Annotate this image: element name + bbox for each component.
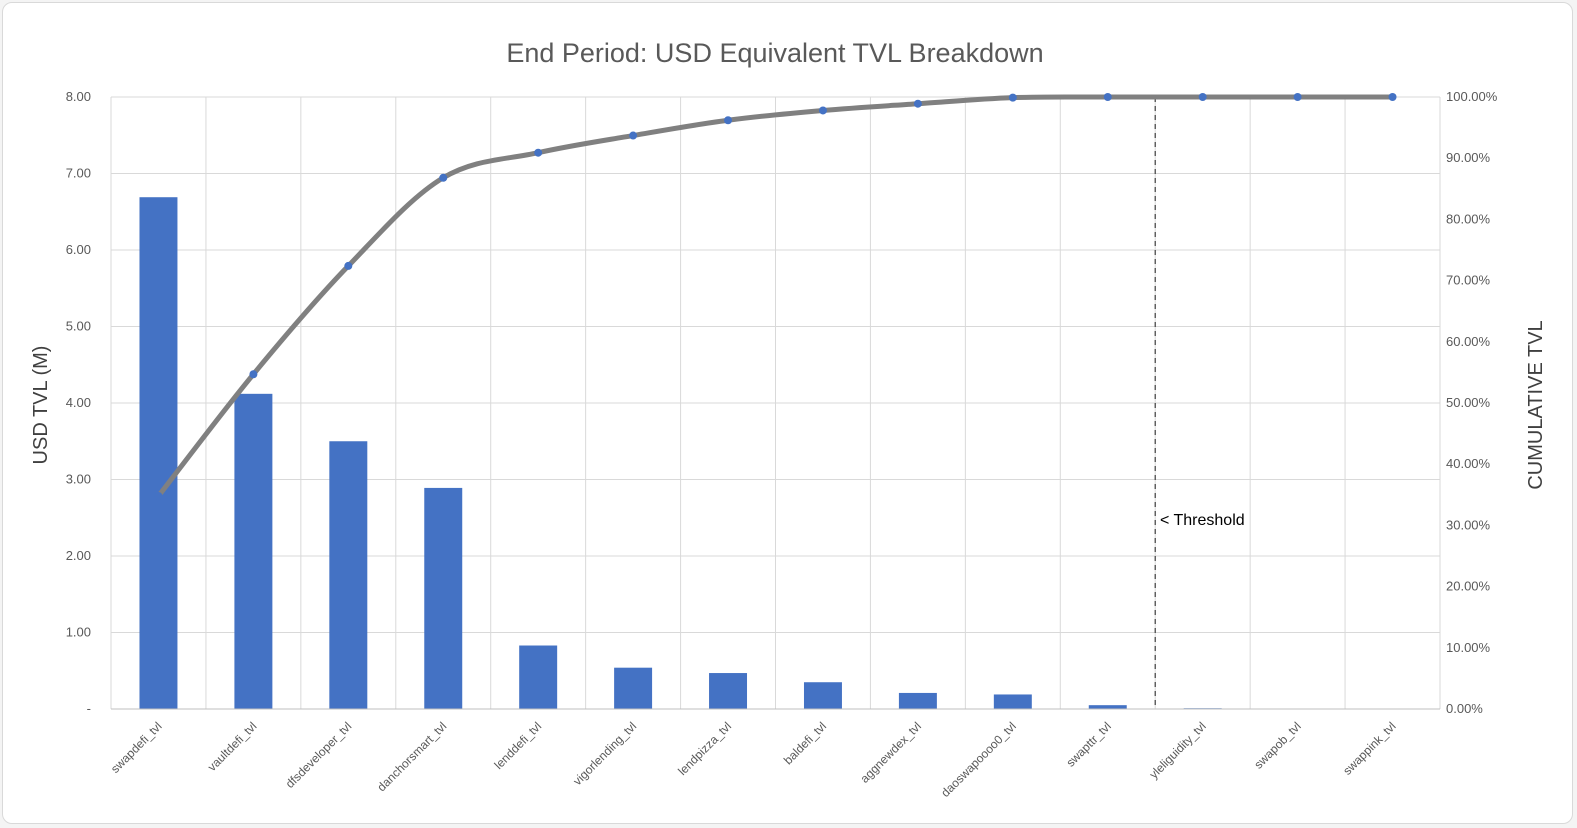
y2-tick-label: 50.00% [1446,395,1491,410]
x-tick-label: swapob_tvl [1251,719,1303,771]
cumulative-point [154,492,163,501]
x-tick-label: baldefi_tvl [781,719,829,767]
bar [424,487,463,709]
cumulative-point [1103,93,1112,101]
y2-axis-title: CUMULATIVE TVL [1525,320,1547,489]
cumulative-point [1293,93,1302,101]
bar [139,197,178,709]
y2-tick-label: 80.00% [1446,211,1491,226]
y-tick-label: 4.00 [66,395,91,410]
cumulative-point [724,116,733,125]
x-tick-label: lendpizza_tvl [675,719,734,778]
bar [709,673,748,709]
chart-title: End Period: USD Equivalent TVL Breakdown [506,38,1043,68]
bar [519,645,558,709]
bar [329,441,368,709]
bar [614,667,653,709]
cumulative-point [1198,93,1207,101]
y-axis-title: USD TVL (M) [30,346,52,465]
bar [234,393,273,709]
x-tick-label: danchorsmart_tvl [374,719,449,794]
cumulative-point [249,370,258,379]
y2-tick-label: 70.00% [1446,273,1491,288]
y-tick-label: 5.00 [66,319,91,334]
cumulative-point [913,99,922,108]
x-tick-label: aggnewdex_tvl [858,719,925,786]
cumulative-point [818,106,827,115]
bar [1088,705,1127,709]
gridlines [110,96,1441,710]
y2-tick-label: 10.00% [1446,640,1491,655]
x-tick-label: vaultdefi_tvl [205,719,260,774]
y2-tick-label: 100.00% [1446,89,1498,104]
cumulative-point [439,173,448,182]
y2-tick-label: 60.00% [1446,334,1491,349]
cumulative-point [344,261,353,270]
y2-tick-label: 90.00% [1446,150,1491,165]
y-tick-label: 8.00 [66,89,91,104]
y2-tick-label: 20.00% [1446,579,1491,594]
y-tick-label: 6.00 [66,242,91,257]
y2-tick-label: 0.00% [1446,701,1483,716]
y2-tick-label: 40.00% [1446,456,1491,471]
y-tick-label: 1.00 [66,625,91,640]
pareto-chart: USD TVL (M) CUMULATIVE TVL < Threshold -… [30,38,1547,800]
bar [898,692,937,709]
y-tick-label: - [87,701,91,716]
bar [803,682,842,709]
x-tick-label: swapdefi_tvl [108,719,165,776]
x-tick-label: swapttr_tvl [1063,719,1113,769]
y-tick-label: 7.00 [66,166,91,181]
threshold-label: < Threshold [1160,512,1245,529]
cumulative-point [1388,93,1397,101]
y2-tick-label: 30.00% [1446,517,1491,532]
bar [993,694,1032,709]
cumulative-point [534,148,543,157]
cumulative-line [155,94,1396,499]
y-tick-label: 3.00 [66,472,91,487]
x-tick-label: dfsdeveloper_tvl [283,719,355,791]
cumulative-point [629,131,638,140]
x-tick-label: daoswapoooo0_tvl [938,719,1019,800]
x-tick-label: lenddefi_tvl [491,719,544,772]
y-tick-label: 2.00 [66,548,91,563]
x-tick-label: vigorlending_tvl [570,719,639,788]
x-tick-label: yleliguidity_tvl [1147,719,1209,781]
cumulative-point [1008,93,1017,102]
x-tick-label: swappink_tvl [1340,719,1398,777]
